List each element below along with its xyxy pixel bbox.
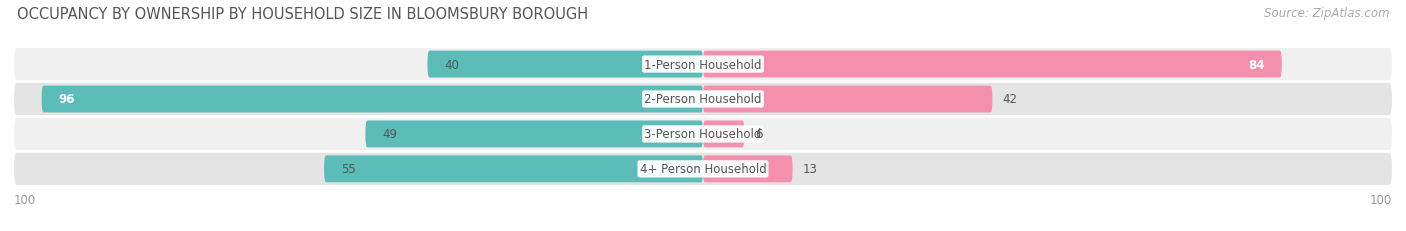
- FancyBboxPatch shape: [42, 86, 703, 113]
- FancyBboxPatch shape: [14, 83, 1392, 116]
- Text: Source: ZipAtlas.com: Source: ZipAtlas.com: [1264, 7, 1389, 20]
- FancyBboxPatch shape: [14, 49, 1392, 81]
- Text: 1-Person Household: 1-Person Household: [644, 58, 762, 71]
- FancyBboxPatch shape: [703, 121, 744, 148]
- Text: 40: 40: [444, 58, 460, 71]
- Text: 2-Person Household: 2-Person Household: [644, 93, 762, 106]
- FancyBboxPatch shape: [323, 156, 703, 182]
- Text: 49: 49: [382, 128, 398, 141]
- FancyBboxPatch shape: [427, 51, 703, 78]
- FancyBboxPatch shape: [703, 86, 993, 113]
- Text: 96: 96: [59, 93, 76, 106]
- Text: 4+ Person Household: 4+ Person Household: [640, 163, 766, 176]
- Text: 100: 100: [14, 193, 37, 206]
- FancyBboxPatch shape: [14, 118, 1392, 150]
- Text: 100: 100: [1369, 193, 1392, 206]
- FancyBboxPatch shape: [703, 51, 1282, 78]
- Text: 13: 13: [803, 163, 818, 176]
- Text: 55: 55: [342, 163, 356, 176]
- Text: 42: 42: [1002, 93, 1018, 106]
- Text: OCCUPANCY BY OWNERSHIP BY HOUSEHOLD SIZE IN BLOOMSBURY BOROUGH: OCCUPANCY BY OWNERSHIP BY HOUSEHOLD SIZE…: [17, 7, 588, 22]
- Text: 84: 84: [1249, 58, 1264, 71]
- Text: 3-Person Household: 3-Person Household: [644, 128, 762, 141]
- FancyBboxPatch shape: [703, 156, 793, 182]
- FancyBboxPatch shape: [366, 121, 703, 148]
- FancyBboxPatch shape: [14, 153, 1392, 185]
- Text: 6: 6: [755, 128, 762, 141]
